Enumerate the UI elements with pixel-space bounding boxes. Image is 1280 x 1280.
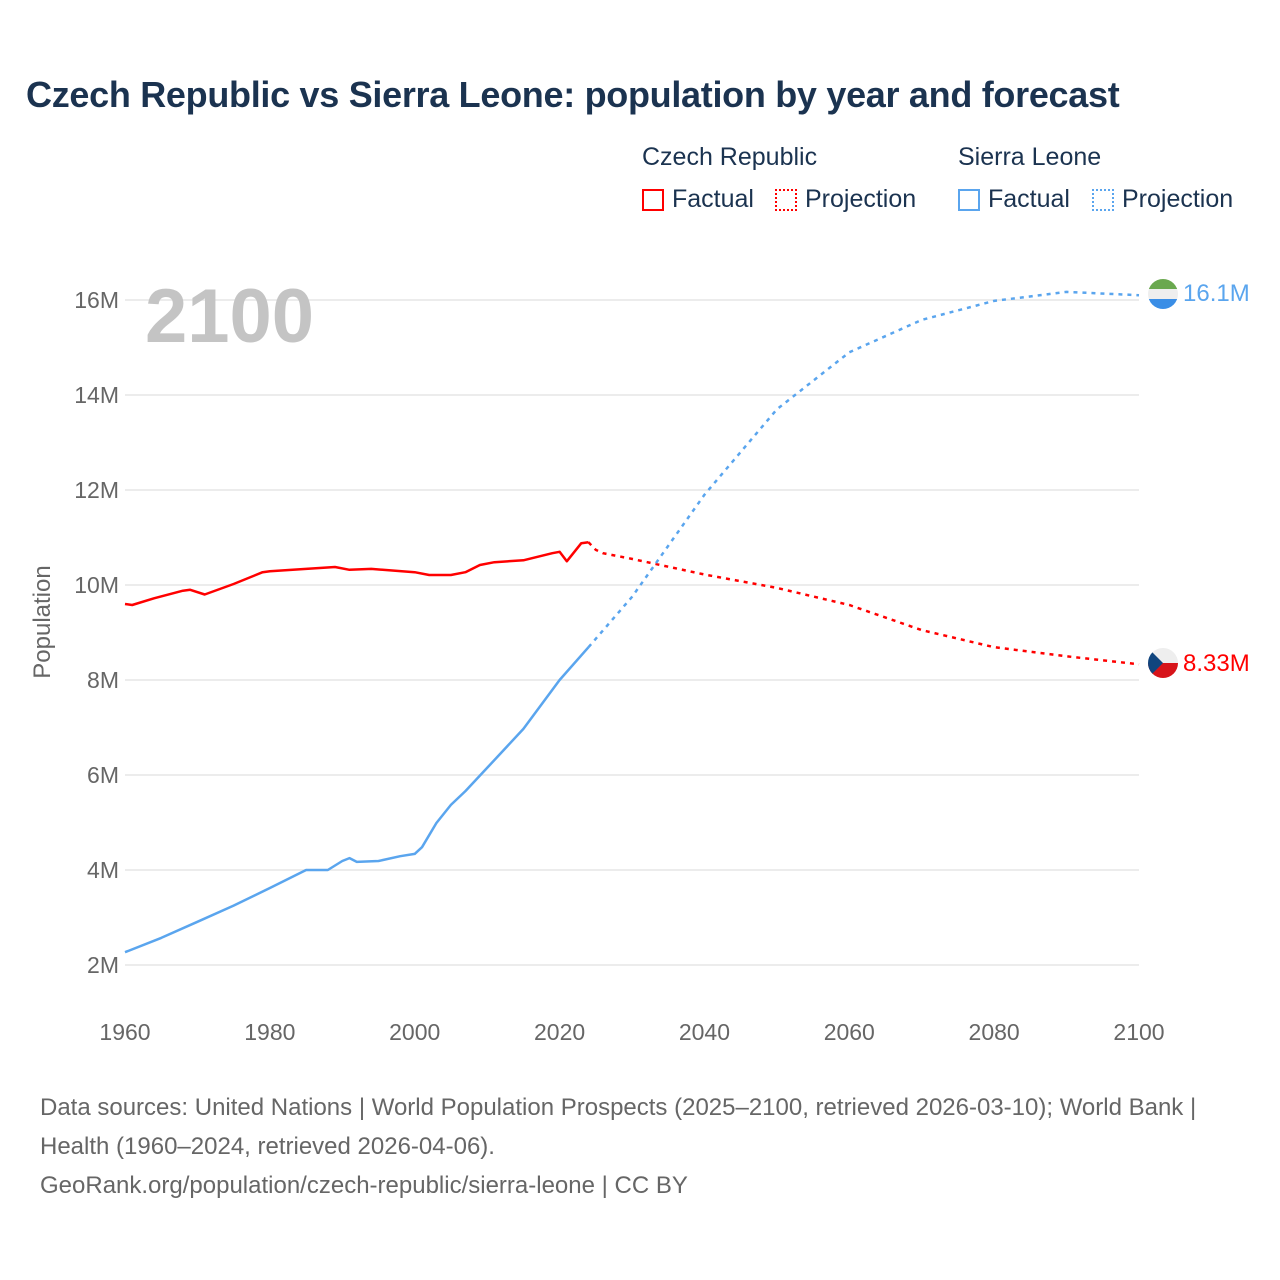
x-tick-label: 1960 (99, 1019, 150, 1045)
czech-end-label: 8.33M (1183, 650, 1250, 677)
x-tick-label: 2020 (534, 1019, 585, 1045)
data-sources: Data sources: United Nations | World Pop… (40, 1094, 1197, 1160)
czech-republic-projection-line (587, 541, 1140, 666)
y-tick-label: 12M (74, 477, 119, 503)
y-tick-label: 4M (87, 857, 119, 883)
y-axis-label: Population (29, 565, 56, 678)
sierra-leone-factual-line (124, 646, 590, 954)
legend-heading-sierra-leone: Sierra Leone (958, 143, 1102, 171)
sierra-leone-projection-line (587, 290, 1140, 649)
legend-sierra-leone-projection[interactable]: Projection (1092, 185, 1233, 214)
legend-heading-czech: Czech Republic (642, 143, 818, 171)
legend-czech-factual[interactable]: Factual (642, 185, 754, 214)
y-tick-label: 8M (87, 667, 119, 693)
x-tick-label: 2000 (389, 1019, 440, 1045)
legend-swatch-dotted (1092, 188, 1114, 211)
x-tick-label: 1980 (244, 1019, 295, 1045)
legend-label: Factual (988, 185, 1070, 213)
sierra-leone-end-label: 16.1M (1183, 280, 1250, 307)
legend-czech-projection[interactable]: Projection (775, 185, 916, 214)
legend-swatch-solid (958, 188, 980, 211)
legend-swatch-dotted (775, 188, 797, 211)
legend-label: Factual (672, 185, 754, 213)
y-tick-label: 10M (74, 572, 119, 598)
czech-flag-icon (1148, 648, 1178, 678)
legend-swatch-solid (642, 188, 664, 211)
footer: Data sources: United Nations | World Pop… (40, 1088, 1240, 1205)
y-tick-label: 16M (74, 287, 119, 313)
y-tick-label: 14M (74, 382, 119, 408)
legend-label: Projection (805, 185, 917, 213)
x-tick-label: 2080 (969, 1019, 1020, 1045)
legend-sierra-leone-factual[interactable]: Factual (958, 185, 1070, 214)
x-tick-label: 2040 (679, 1019, 730, 1045)
sierra-leone-flag-icon (1148, 279, 1178, 309)
czech-republic-factual-line (124, 541, 589, 607)
x-tick-label: 2060 (824, 1019, 875, 1045)
year-watermark: 2100 (145, 274, 314, 359)
y-tick-label: 6M (87, 762, 119, 788)
source-link[interactable]: GeoRank.org/population/czech-republic/si… (40, 1172, 688, 1199)
y-tick-label: 2M (87, 952, 119, 978)
legend-label: Projection (1122, 185, 1234, 213)
chart-title: Czech Republic vs Sierra Leone: populati… (26, 74, 1120, 115)
x-tick-label: 2100 (1113, 1019, 1164, 1045)
